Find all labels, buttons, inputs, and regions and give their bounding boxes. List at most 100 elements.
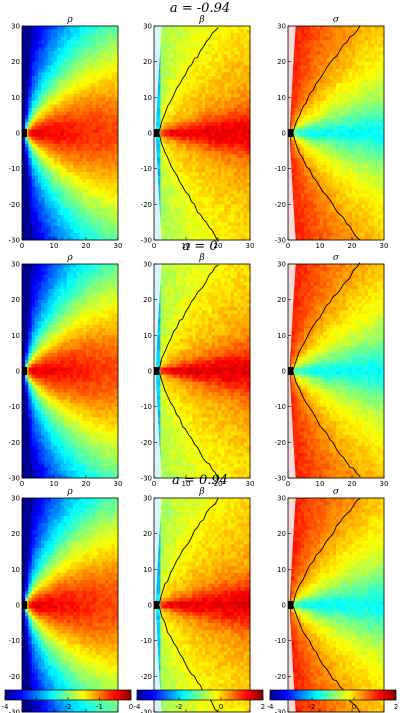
heatmap-cell <box>166 26 171 30</box>
heatmap-cell <box>89 182 93 187</box>
heatmap-cell <box>352 86 356 91</box>
heatmap-cell <box>182 90 187 95</box>
heatmap-cell <box>98 29 103 34</box>
heatmap-cell <box>54 154 58 159</box>
heatmap-cell <box>92 157 96 162</box>
heatmap-cell <box>208 61 212 66</box>
heatmap-cell <box>47 215 52 219</box>
heatmap-cell <box>50 165 55 170</box>
heatmap-cell <box>182 40 187 45</box>
heatmap-cell <box>316 236 321 241</box>
heatmap-cell <box>192 179 196 184</box>
heatmap-cell <box>230 100 235 105</box>
heatmap-cell <box>237 29 241 34</box>
heatmap-cell <box>332 79 337 84</box>
heatmap-cell <box>205 40 209 45</box>
heatmap-cell <box>323 215 327 219</box>
heatmap-cell <box>358 47 362 52</box>
heatmap-cell <box>192 133 196 137</box>
heatmap-cell <box>218 58 222 63</box>
heatmap-cell <box>336 207 340 212</box>
heatmap-cell <box>92 218 96 223</box>
heatmap-cell <box>348 122 353 127</box>
heatmap-cell <box>214 225 219 230</box>
heatmap-cell <box>111 225 116 230</box>
heatmap-cell <box>304 136 308 141</box>
heatmap-cell <box>114 136 119 141</box>
heatmap-cell <box>44 225 48 230</box>
heatmap-cell <box>173 33 177 38</box>
heatmap-cell <box>92 133 96 137</box>
heatmap-cell <box>246 143 251 148</box>
heatmap-cell <box>313 218 318 223</box>
heatmap-cell <box>89 108 93 112</box>
heatmap-cell <box>332 68 337 73</box>
heatmap-cell <box>157 172 161 177</box>
heatmap-cell <box>189 129 193 134</box>
heatmap-cell <box>214 211 219 216</box>
heatmap-cell <box>98 122 103 127</box>
heatmap-cell <box>166 108 171 112</box>
heatmap-cell <box>79 47 84 52</box>
heatmap-cell <box>160 222 164 227</box>
heatmap-cell <box>300 36 305 41</box>
heatmap-cell <box>355 140 359 145</box>
heatmap-cell <box>73 168 77 173</box>
heatmap-cell <box>63 104 68 109</box>
heatmap-cell <box>320 229 324 234</box>
heatmap-cell <box>102 108 106 112</box>
heatmap-cell <box>234 218 238 223</box>
heatmap-cell <box>342 47 346 52</box>
heatmap-cell <box>98 115 103 120</box>
heatmap-cell <box>323 157 327 162</box>
heatmap-cell <box>237 43 241 48</box>
heatmap-cell <box>73 115 77 120</box>
heatmap-cell <box>310 83 314 88</box>
heatmap-cell <box>157 157 161 162</box>
heatmap-cell <box>189 122 193 127</box>
heatmap-cell <box>182 136 187 141</box>
heatmap-cell <box>202 100 206 105</box>
heatmap-cell <box>44 90 48 95</box>
heatmap-cell <box>95 47 100 52</box>
heatmap-cell <box>355 133 359 137</box>
heatmap-cell <box>339 115 343 120</box>
heatmap-cell <box>234 61 238 66</box>
heatmap-cell <box>224 232 228 237</box>
heatmap-cell <box>89 100 93 105</box>
heatmap-cell <box>294 157 298 162</box>
heatmap-cell <box>326 83 330 88</box>
heatmap-cell <box>31 190 36 195</box>
heatmap-cell <box>336 236 340 241</box>
heatmap-cell <box>189 190 193 195</box>
heatmap-cell <box>304 172 308 177</box>
heatmap-cell <box>95 65 100 70</box>
heatmap-cell <box>243 140 248 145</box>
heatmap-cell <box>329 40 334 45</box>
y-tick-label: 20 <box>11 58 20 66</box>
heatmap-cell <box>240 225 244 230</box>
heatmap-cell <box>95 204 100 209</box>
heatmap-cell <box>323 40 327 45</box>
heatmap-cell <box>70 26 74 30</box>
heatmap-cell <box>291 93 295 98</box>
heatmap-cell <box>205 26 209 30</box>
heatmap-cell <box>63 215 68 219</box>
heatmap-cell <box>316 179 321 184</box>
heatmap-cell <box>246 154 251 159</box>
heatmap-cell <box>323 172 327 177</box>
heatmap-cell <box>304 43 308 48</box>
heatmap-cell <box>304 26 308 30</box>
heatmap-cell <box>92 79 96 84</box>
heatmap-cell <box>348 154 353 159</box>
heatmap-cell <box>28 140 32 145</box>
heatmap-cell <box>31 232 36 237</box>
heatmap-cell <box>34 133 39 137</box>
heatmap-cell <box>79 43 84 48</box>
heatmap-cell <box>243 225 248 230</box>
heatmap-cell <box>202 143 206 148</box>
heatmap-cell <box>294 50 298 55</box>
heatmap-cell <box>237 197 241 202</box>
heatmap-cell <box>211 108 216 112</box>
heatmap-cell <box>323 175 327 180</box>
